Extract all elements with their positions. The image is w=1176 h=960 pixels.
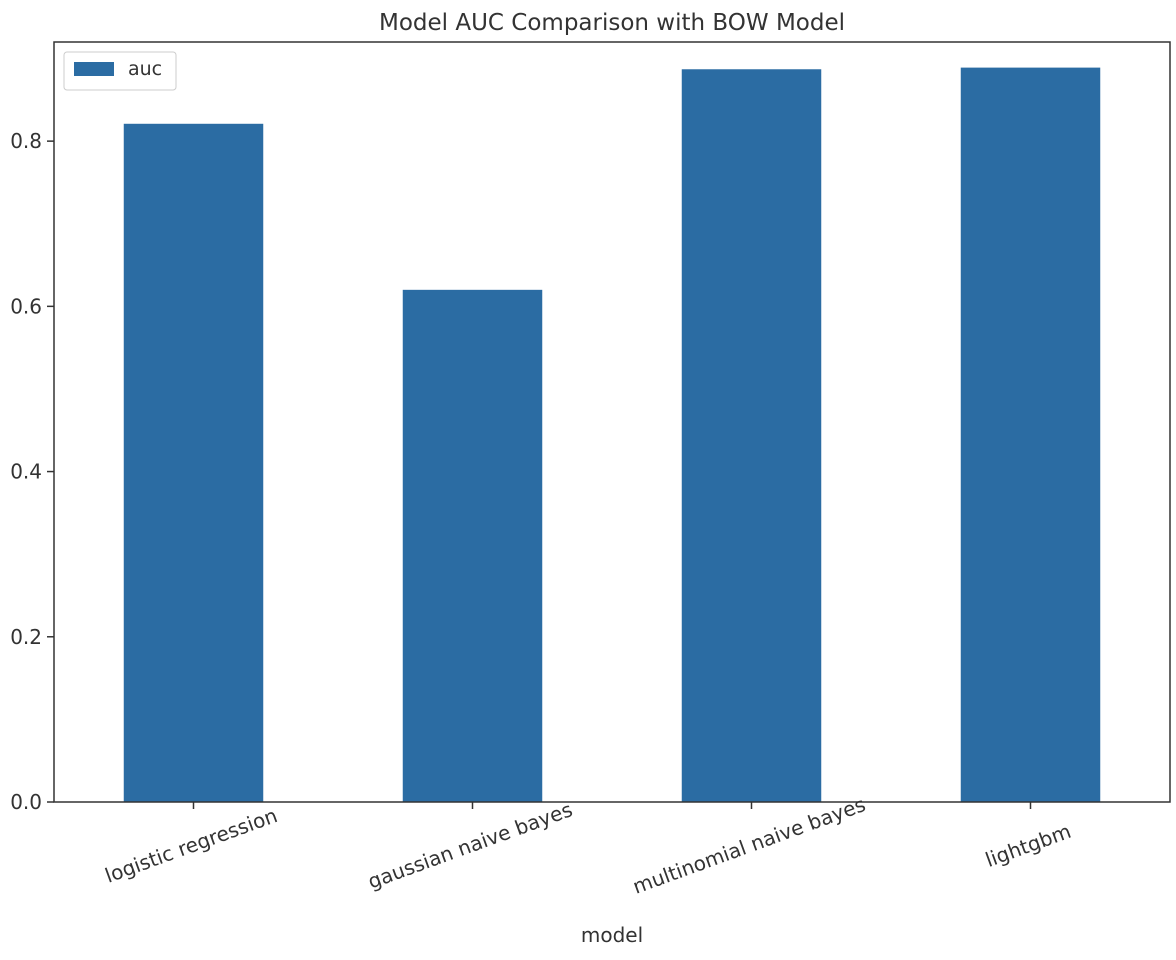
y-tick-label: 0.8 bbox=[10, 129, 42, 153]
legend-box bbox=[63, 51, 177, 91]
chart-title: Model AUC Comparison with BOW Model bbox=[379, 10, 845, 36]
bar-multinomial-naive-bayes bbox=[681, 69, 822, 803]
bars-layer bbox=[123, 67, 1101, 803]
legend-label: auc bbox=[128, 58, 162, 80]
x-tick-label: multinomial naive bayes bbox=[630, 792, 869, 899]
y-tick-label: 0.0 bbox=[10, 790, 42, 814]
x-tick-label: lightgbm bbox=[982, 819, 1074, 872]
x-tick-label: logistic regression bbox=[102, 803, 281, 888]
plot-frame bbox=[53, 41, 1171, 803]
y-tick-label: 0.2 bbox=[10, 625, 42, 649]
y-tick-label: 0.4 bbox=[10, 460, 42, 484]
x-axis: logistic regression gaussian naive bayes m… bbox=[102, 792, 1074, 899]
bar-logistic-regression bbox=[123, 123, 264, 803]
y-tick-label: 0.6 bbox=[10, 294, 42, 318]
legend: auc bbox=[63, 51, 177, 91]
bar-lightgbm bbox=[960, 67, 1101, 802]
x-tick-label: gaussian naive bayes bbox=[365, 797, 576, 893]
legend-swatch bbox=[74, 62, 114, 76]
bar-gaussian-naive-bayes bbox=[402, 289, 543, 803]
y-axis: 0.0 0.2 0.4 0.6 0.8 bbox=[10, 129, 54, 814]
x-axis-label: model bbox=[581, 923, 643, 947]
